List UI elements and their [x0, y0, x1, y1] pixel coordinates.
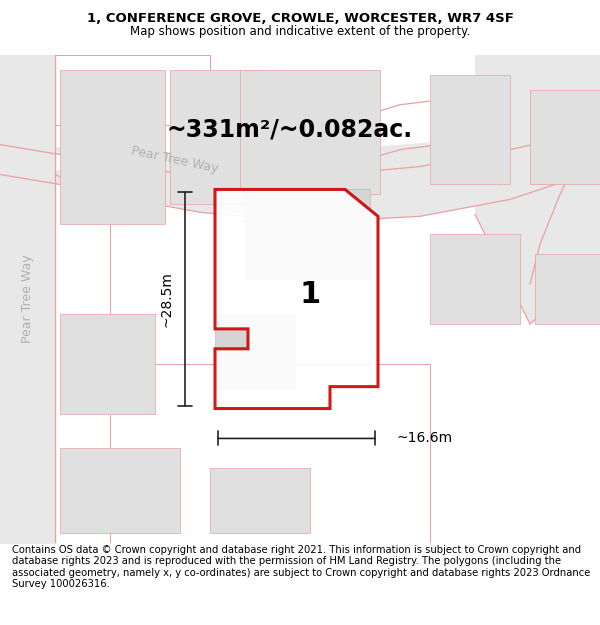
Bar — [215, 314, 295, 389]
Bar — [240, 70, 380, 194]
Text: 1, CONFERENCE GROVE, CROWLE, WORCESTER, WR7 4SF: 1, CONFERENCE GROVE, CROWLE, WORCESTER, … — [86, 12, 514, 25]
Text: 1: 1 — [299, 279, 320, 309]
Text: ~331m²/~0.082ac.: ~331m²/~0.082ac. — [167, 118, 413, 142]
Text: ~16.6m: ~16.6m — [396, 431, 452, 446]
Text: ~28.5m: ~28.5m — [160, 271, 174, 327]
Bar — [430, 75, 510, 184]
Polygon shape — [0, 130, 600, 222]
Text: Pear Tree Way: Pear Tree Way — [22, 255, 35, 343]
Bar — [170, 70, 260, 204]
Bar — [535, 254, 600, 324]
Text: Pear Tree Way: Pear Tree Way — [130, 144, 220, 175]
Bar — [60, 70, 165, 224]
Bar — [210, 468, 310, 533]
Bar — [430, 234, 520, 324]
Text: Map shows position and indicative extent of the property.: Map shows position and indicative extent… — [130, 26, 470, 39]
Polygon shape — [475, 55, 600, 324]
Text: Contains OS data © Crown copyright and database right 2021. This information is : Contains OS data © Crown copyright and d… — [12, 544, 590, 589]
Bar — [245, 189, 370, 279]
Bar — [60, 448, 180, 533]
Polygon shape — [215, 189, 378, 409]
Bar — [530, 90, 600, 184]
Bar — [60, 314, 155, 414]
